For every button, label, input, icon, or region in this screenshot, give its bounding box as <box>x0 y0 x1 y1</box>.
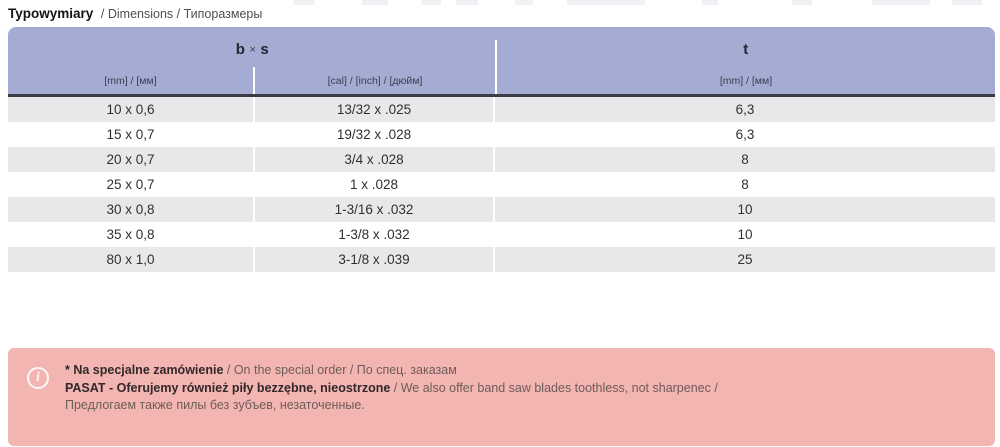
header-s: s <box>260 40 270 58</box>
cell-inch: 1-3/8 x .032 <box>255 222 495 247</box>
table-body: 10 x 0,6 13/32 x .025 6,3 15 x 0,7 19/32 x .… <box>8 97 995 272</box>
cropped-content-remnant <box>952 0 982 5</box>
page-title-primary: Typowymiary <box>8 6 94 21</box>
cropped-content-remnant <box>567 0 645 5</box>
cropped-content-remnant <box>515 0 533 5</box>
note-line-3: Предлогаем также пилы без зубъев, незато… <box>65 398 365 412</box>
table-row: 25 x 0,7 1 x .028 8 <box>8 172 995 197</box>
cell-inch: 3-1/8 x .039 <box>255 247 495 272</box>
special-order-note: i * Na specjalne zamówienie / On the spe… <box>8 348 995 446</box>
note-line-2-bold: PASAT - Oferujemy również piły bezzębne,… <box>65 380 391 395</box>
header-t: t <box>743 40 749 58</box>
cropped-content-remnant <box>792 0 812 5</box>
table-row: 10 x 0,6 13/32 x .025 6,3 <box>8 97 995 122</box>
cell-t: 10 <box>737 227 753 242</box>
info-icon: i <box>27 367 49 389</box>
note-text: * Na specjalne zamówienie / On the speci… <box>65 362 981 415</box>
cell-mm: 30 x 0,8 <box>8 197 255 222</box>
multiply-icon: × <box>249 44 257 56</box>
cell-inch: 19/32 x .028 <box>255 122 495 147</box>
header-subrow-t: [mm] / [мм] <box>497 67 995 94</box>
cell-t: 8 <box>741 152 749 167</box>
note-line-1-bold: * Na specjalne zamówienie <box>65 363 224 377</box>
table-row: 15 x 0,7 19/32 x .028 6,3 <box>8 122 995 147</box>
cell-inch: 13/32 x .025 <box>255 97 495 122</box>
header-subrow: [mm] / [мм] [cal] / [inch] / [дюйм] <box>8 67 497 94</box>
header-sub-t-mm: [mm] / [мм] <box>719 74 773 87</box>
header-label-bxs: b × s <box>8 36 497 62</box>
cell-mm: 20 x 0,7 <box>8 147 255 172</box>
cropped-content-remnant <box>702 0 718 5</box>
header-sub-mm: [mm] / [мм] <box>8 67 255 94</box>
dimensions-table: b × s [mm] / [мм] [cal] / [inch] / [дюйм… <box>8 27 995 272</box>
note-line-1: * Na specjalne zamówienie / On the speci… <box>65 362 981 380</box>
cropped-content-remnant <box>872 0 930 5</box>
cropped-content-remnant <box>293 0 315 5</box>
cell-t: 6,3 <box>735 127 755 142</box>
cell-t: 10 <box>737 202 753 217</box>
cell-inch: 1 x .028 <box>255 172 495 197</box>
cropped-content-remnant <box>456 0 478 5</box>
header-sub-inch: [cal] / [inch] / [дюйм] <box>327 74 423 87</box>
cell-inch: 1-3/16 x .032 <box>255 197 495 222</box>
cell-t: 8 <box>741 177 749 192</box>
page-title-secondary: / Dimensions / Типоразмеры <box>100 7 263 21</box>
header-b: b <box>235 40 246 58</box>
cell-mm: 15 x 0,7 <box>8 122 255 147</box>
header-label-t: t <box>497 36 995 62</box>
cell-mm: 35 x 0,8 <box>8 222 255 247</box>
table-row: 20 x 0,7 3/4 x .028 8 <box>8 147 995 172</box>
header-group-t: t [mm] / [мм] <box>497 27 995 94</box>
cell-t: 25 <box>737 252 753 267</box>
cropped-content-remnant <box>362 0 388 5</box>
header-group-b-x-s: b × s [mm] / [мм] [cal] / [inch] / [дюйм… <box>8 27 497 94</box>
cropped-content-remnant <box>421 0 441 5</box>
table-header: b × s [mm] / [мм] [cal] / [inch] / [дюйм… <box>8 27 995 97</box>
table-row: 30 x 0,8 1-3/16 x .032 10 <box>8 197 995 222</box>
page-title: Typowymiary / Dimensions / Типоразмеры <box>8 6 262 21</box>
cell-t: 6,3 <box>735 102 755 117</box>
table-row: 35 x 0,8 1-3/8 x .032 10 <box>8 222 995 247</box>
cell-inch: 3/4 x .028 <box>255 147 495 172</box>
header-group-divider <box>495 40 497 94</box>
note-line-2-rest: / We also offer band saw blades toothles… <box>390 380 718 395</box>
cell-mm: 25 x 0,7 <box>8 172 255 197</box>
table-row: 80 x 1,0 3-1/8 x .039 25 <box>8 247 995 272</box>
note-line-2: PASAT - Oferujemy również piły bezzębne,… <box>65 380 981 398</box>
cell-mm: 80 x 1,0 <box>8 247 255 272</box>
cell-mm: 10 x 0,6 <box>8 97 255 122</box>
note-line-1-rest: / On the special order / По спец. заказа… <box>223 363 457 377</box>
